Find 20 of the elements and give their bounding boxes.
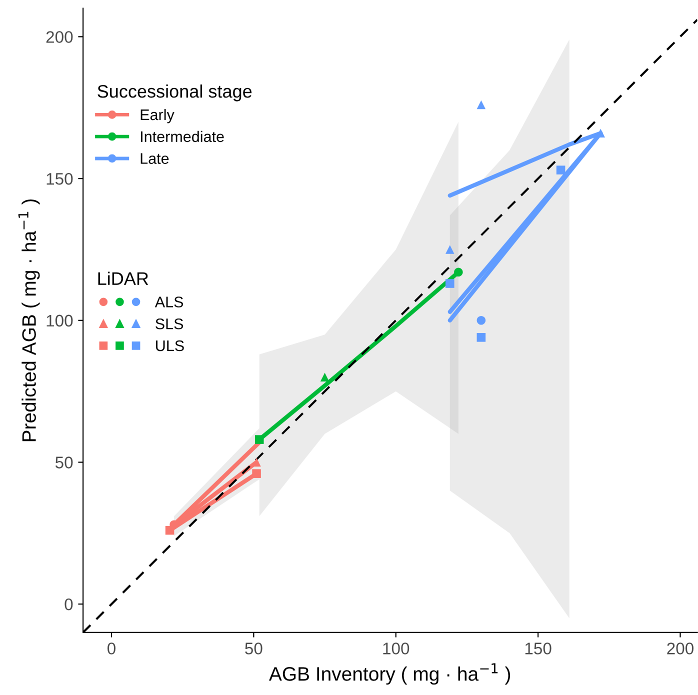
legend-label: Intermediate xyxy=(141,130,224,142)
legend-label: ULS xyxy=(156,340,184,352)
y-tick-label: 200 xyxy=(46,31,73,43)
y-tick-label: 0 xyxy=(64,598,73,610)
x-tick-label: 50 xyxy=(245,642,262,654)
y-tick-label: 150 xyxy=(46,172,73,185)
legend-label: SLS xyxy=(156,318,184,330)
legend-title: Successional stage xyxy=(98,84,252,102)
y-axis-title: Predicted AGB ( mg · ha$^{−1}$ ) xyxy=(18,199,40,442)
y-tick-label: 50 xyxy=(55,456,73,468)
x-tick-label: 100 xyxy=(383,642,410,654)
x-tick-label: 200 xyxy=(667,642,694,654)
x-axis-title: AGB Inventory ( mg · ha$^{−1}$ ) xyxy=(268,663,510,685)
x-tick-label: 150 xyxy=(525,642,552,654)
legend-label: Late xyxy=(140,153,169,164)
legend-label: ALS xyxy=(154,296,184,308)
y-tick-label: 100 xyxy=(46,314,73,327)
x-tick-label: 0 xyxy=(108,642,116,654)
legend-label: Early xyxy=(140,108,174,124)
annotation: LiDAR xyxy=(98,272,148,285)
